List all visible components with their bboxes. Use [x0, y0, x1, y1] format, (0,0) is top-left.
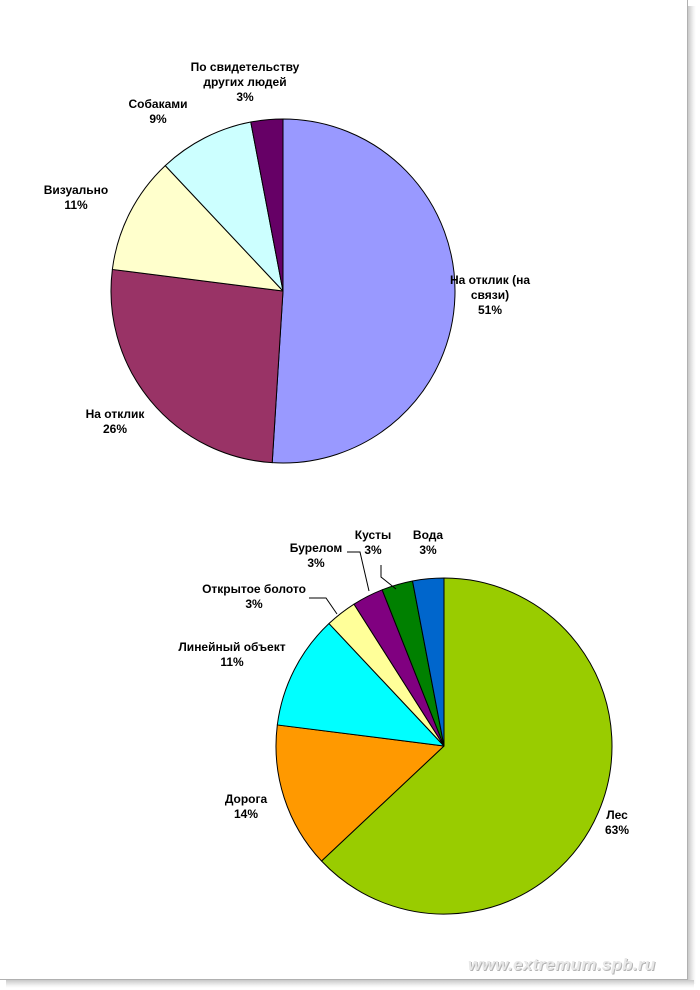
slice-value-label: 9% [149, 112, 167, 126]
slice-label-собаками: Собаками 9% [128, 97, 187, 126]
slice-label-кусты: Кусты 3% [355, 528, 392, 557]
slice-value-label: 14% [234, 807, 258, 821]
pie-slice-по-свидетельству-других-людей [250, 118, 284, 292]
page-edge [0, 0, 688, 980]
watermark: www.extremum.spb.ru [468, 955, 656, 974]
leader-line-открытое-болото [309, 597, 338, 615]
slice-label-бурелом: Бурелом 3% [290, 541, 343, 570]
slice-name-line: По свидетельству [191, 60, 300, 74]
pie-slice-собаками [164, 121, 284, 292]
pie-slice-на-отклик [110, 268, 284, 464]
pie-slice-дорога [275, 724, 445, 862]
slice-label-лес: Лес 63% [605, 808, 629, 837]
slice-value-label: 3% [364, 543, 382, 557]
slice-name-line: Открытое болото [202, 582, 306, 596]
slice-name-line: Лес [606, 808, 628, 822]
slice-label-вода: Вода 3% [413, 528, 443, 557]
pie-slice-линейный-объект [276, 623, 445, 747]
slice-value-label: 3% [419, 543, 437, 557]
pie-chart-detection-method: На отклик (на связи) 51% На отклик 26% Визуал… [44, 60, 530, 464]
slice-name-line: Линейный объект [178, 640, 285, 654]
leader-line-бурелом [347, 551, 370, 592]
slice-label-на-отклик-на-связи: На отклик (на связи) 51% [450, 273, 530, 317]
slice-value-label: 51% [478, 303, 502, 317]
slice-label-дорога: Дорога 14% [225, 792, 268, 821]
slice-label-на-отклик: На отклик 26% [86, 407, 146, 436]
pie-slice-вода [412, 577, 445, 747]
slice-name-line: связи) [471, 288, 509, 302]
slice-value-label: 63% [605, 823, 629, 837]
slice-name-line: Дорога [225, 792, 268, 806]
slice-name-line: Бурелом [290, 541, 343, 555]
page-shadow-bottom [6, 980, 694, 988]
pie-slice-на-отклик-на-связи [271, 118, 456, 464]
slice-value-label: 3% [307, 556, 325, 570]
slice-value-label: 3% [236, 90, 254, 104]
slice-label-визуально: Визуально 11% [44, 183, 108, 212]
pie-chart-terrain-type: Лес 63% Дорога 14% Линейный объект 11% Открыто… [178, 528, 629, 915]
slice-name-line: На отклик (на [450, 273, 530, 287]
slice-name-line: Визуально [44, 183, 108, 197]
pie-slice-лес [321, 577, 613, 915]
slice-value-label: 11% [64, 198, 88, 212]
slice-name-line: Кусты [355, 528, 392, 542]
slice-label-открытое-болото: Открытое болото 3% [202, 582, 306, 611]
leader-line-вода [380, 565, 397, 590]
slice-value-label: 26% [103, 422, 127, 436]
slice-value-label: 3% [245, 597, 263, 611]
page-shadow-right [688, 6, 696, 984]
slice-name-line: На отклик [86, 407, 146, 421]
slice-value-label: 11% [220, 655, 244, 669]
slice-label-по-свидетельству-других-людей: По свидетельству других людей 3% [191, 60, 300, 104]
slice-label-линейный-объект: Линейный объект 11% [178, 640, 285, 669]
slice-name-line: Собаками [128, 97, 187, 111]
pie-slice-визуально [111, 165, 284, 292]
slice-name-line: других людей [203, 75, 286, 89]
slice-name-line: Вода [413, 528, 443, 542]
